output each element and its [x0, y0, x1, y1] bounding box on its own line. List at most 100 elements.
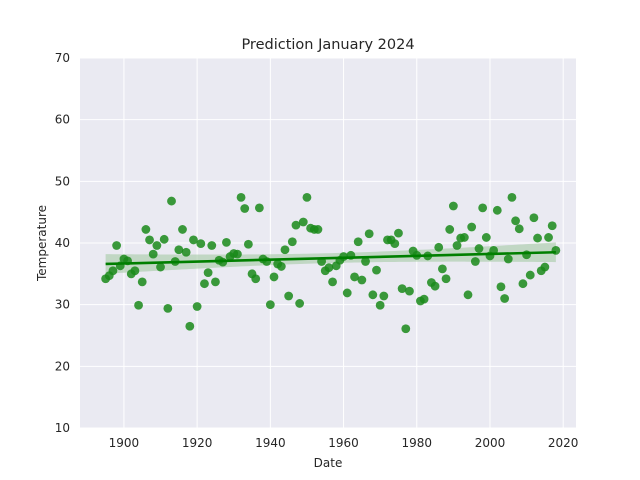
data-point: [401, 324, 411, 334]
trend-line: [105, 250, 556, 266]
data-point: [525, 270, 535, 280]
data-point: [511, 216, 521, 226]
data-point: [361, 257, 370, 266]
data-point: [448, 201, 458, 211]
data-point: [134, 300, 143, 310]
data-point: [405, 286, 414, 296]
data-point: [350, 272, 359, 282]
data-point: [211, 277, 220, 287]
data-point: [547, 221, 557, 231]
data-point: [470, 257, 480, 266]
data-point: [375, 300, 385, 310]
data-point: [492, 205, 502, 215]
data-point: [533, 233, 542, 243]
data-point: [507, 192, 517, 202]
grid-lines: [80, 57, 576, 429]
data-point: [540, 262, 550, 272]
data-point: [364, 229, 374, 239]
data-point: [518, 279, 528, 289]
data-point: [265, 300, 275, 310]
data-point: [200, 279, 209, 289]
data-point: [437, 264, 447, 274]
data-point: [324, 263, 334, 273]
x-tick-label: 1920: [182, 436, 213, 450]
data-point: [357, 275, 367, 285]
chart-title: Prediction January 2024: [241, 37, 414, 53]
data-point: [108, 266, 118, 276]
data-point: [181, 247, 191, 257]
data-point: [178, 225, 187, 234]
data-points: [101, 192, 561, 334]
data-point: [192, 302, 202, 311]
data-point: [174, 245, 184, 255]
y-tick-labels: 10 20 30 40 50 60 70: [55, 51, 70, 435]
data-point: [452, 241, 462, 250]
data-point: [397, 284, 407, 294]
data-point: [467, 222, 477, 232]
x-tick-label: 1980: [401, 436, 432, 450]
data-point: [112, 241, 122, 250]
data-point: [163, 303, 173, 313]
y-axis-label: Temperature: [35, 205, 49, 282]
data-point: [419, 294, 429, 304]
x-tick-label: 1900: [109, 436, 140, 450]
data-point: [251, 274, 261, 284]
y-tick-label: 10: [55, 421, 70, 435]
data-point: [233, 249, 242, 259]
data-point: [474, 244, 484, 253]
data-point: [379, 291, 389, 301]
y-tick-label: 60: [55, 113, 70, 127]
data-point: [167, 196, 176, 206]
x-tick-label: 2020: [548, 436, 579, 450]
trend-line-layer: [105, 250, 556, 266]
data-point: [478, 203, 488, 213]
data-point: [430, 281, 440, 291]
data-point: [185, 321, 195, 331]
y-tick-label: 40: [55, 236, 70, 250]
y-tick-label: 20: [55, 359, 70, 373]
data-point: [496, 282, 506, 292]
data-point: [145, 235, 154, 245]
data-point: [243, 239, 253, 249]
data-point: [236, 192, 246, 202]
data-point: [463, 290, 473, 300]
data-point: [141, 225, 151, 234]
data-point: [500, 294, 510, 303]
x-tick-label: 1940: [255, 436, 286, 450]
data-point: [302, 192, 312, 202]
data-point: [481, 233, 491, 242]
data-point: [298, 217, 308, 227]
x-axis-label: Date: [314, 456, 343, 470]
data-point: [196, 239, 206, 249]
data-point: [156, 262, 165, 272]
data-point: [280, 245, 290, 255]
y-tick-label: 70: [55, 51, 70, 65]
data-point: [276, 262, 286, 271]
y-tick-label: 30: [55, 298, 70, 312]
data-point: [148, 249, 158, 259]
data-point: [287, 237, 297, 247]
data-point: [269, 272, 279, 282]
data-point: [159, 234, 169, 244]
x-tick-label: 2000: [475, 436, 506, 450]
data-point: [295, 299, 305, 308]
data-point: [441, 274, 451, 284]
data-point: [434, 242, 444, 252]
data-point: [284, 291, 294, 301]
data-point: [368, 290, 378, 300]
data-point: [459, 233, 469, 242]
data-point: [130, 266, 140, 276]
data-point: [222, 237, 231, 247]
y-tick-label: 50: [55, 174, 70, 188]
data-point: [189, 235, 198, 245]
data-point: [503, 254, 513, 264]
data-point: [137, 277, 147, 287]
data-point: [203, 268, 213, 277]
data-point: [240, 204, 250, 213]
data-point: [544, 233, 553, 242]
data-point: [372, 265, 381, 275]
data-point: [514, 224, 524, 234]
data-point: [353, 237, 363, 247]
data-point: [152, 241, 162, 250]
